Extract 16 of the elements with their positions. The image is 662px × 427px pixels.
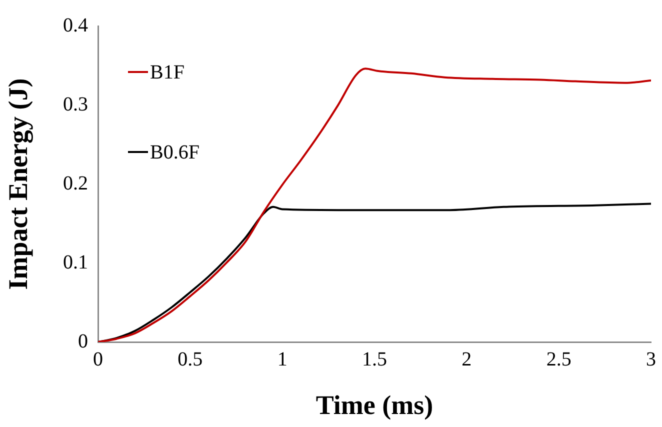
x-tick-label: 0.5: [178, 348, 203, 370]
x-axis-title: Time (ms): [316, 390, 434, 420]
y-tick-label: 0.4: [63, 14, 88, 36]
x-tick-label: 3: [646, 348, 656, 370]
y-axis-title: Impact Energy (J): [3, 78, 34, 290]
x-tick-label: 2: [462, 348, 472, 370]
x-tick-label: 1: [277, 348, 288, 370]
y-tick-label: 0.3: [63, 93, 88, 116]
x-tick-label: 0: [93, 348, 103, 370]
y-tick-label: 0.2: [63, 172, 88, 194]
legend-label: B1F: [150, 61, 184, 84]
y-tick-label: 0: [78, 330, 88, 352]
legend-label: B0.6F: [150, 141, 200, 164]
y-tick-label: 0.1: [63, 251, 88, 274]
x-tick-label: 1.5: [362, 348, 387, 370]
x-tick-label: 2.5: [546, 348, 572, 370]
